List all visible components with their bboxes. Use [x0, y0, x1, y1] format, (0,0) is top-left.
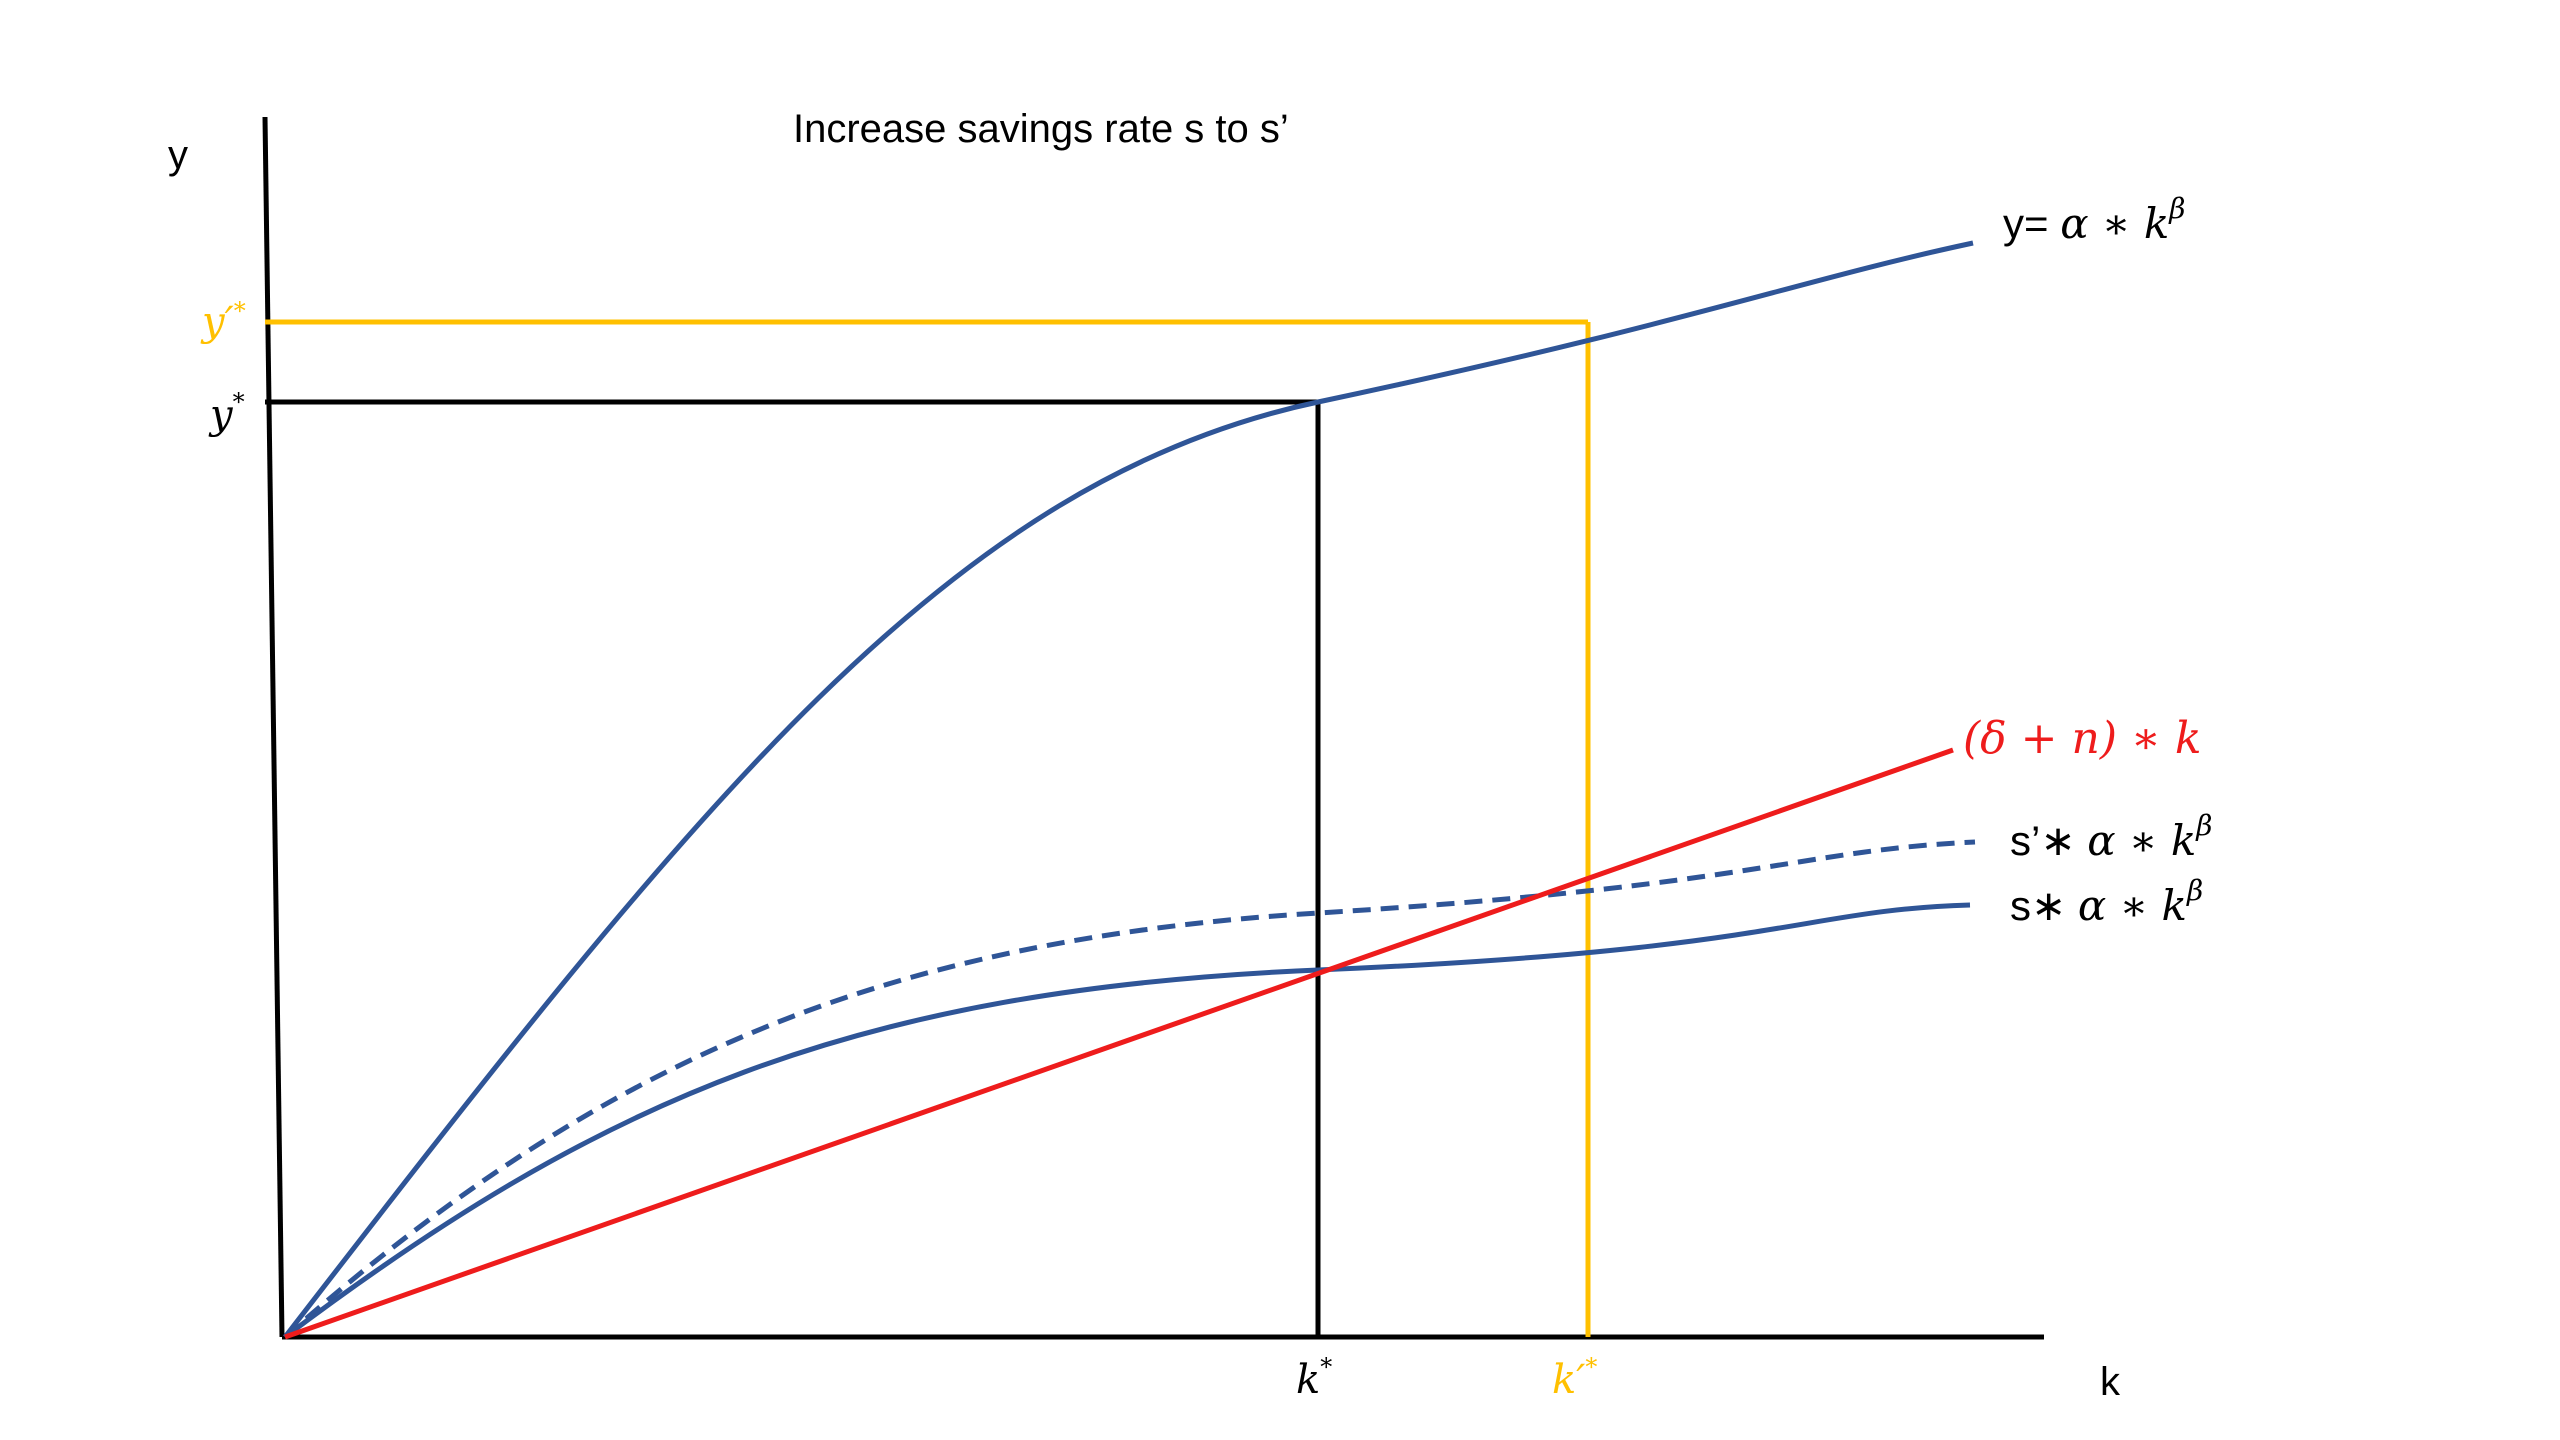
new-savings-curve-label: s’∗ α ∗ kβ	[2010, 809, 2212, 865]
k-star-sup: *	[1320, 1353, 1332, 1381]
k-star-label: k*	[1296, 1353, 1332, 1403]
y-star-label: y*	[208, 388, 245, 438]
production-curve	[283, 240, 1974, 1339]
diagram-title: Increase savings rate s to s’	[793, 107, 1289, 151]
k-prime-star-label: k′*	[1552, 1353, 1597, 1403]
break-even-label: (δ + n) ∗ k	[1963, 713, 2202, 764]
production-label-sup: β	[2168, 192, 2185, 225]
y-axis-label: y	[168, 133, 188, 177]
y-axis	[262, 116, 285, 1338]
y-prime-star-label: y′*	[200, 297, 246, 345]
y-prime-star-sup: *	[234, 297, 246, 325]
production-curve-label: y= α ∗ kβ	[2003, 192, 2185, 248]
savings-curve-label: s∗ α ∗ kβ	[2010, 874, 2203, 930]
new-savings-label-sup: β	[2195, 809, 2212, 842]
savings-curve	[283, 902, 1971, 1339]
y-star-sup: *	[233, 388, 245, 416]
break-even-line	[284, 747, 1954, 1340]
x-axis-label: k	[2100, 1360, 2121, 1404]
k-prime-star-sup: *	[1585, 1353, 1597, 1381]
savings-label-sup: β	[2186, 874, 2203, 907]
new-savings-curve	[283, 839, 1976, 1339]
